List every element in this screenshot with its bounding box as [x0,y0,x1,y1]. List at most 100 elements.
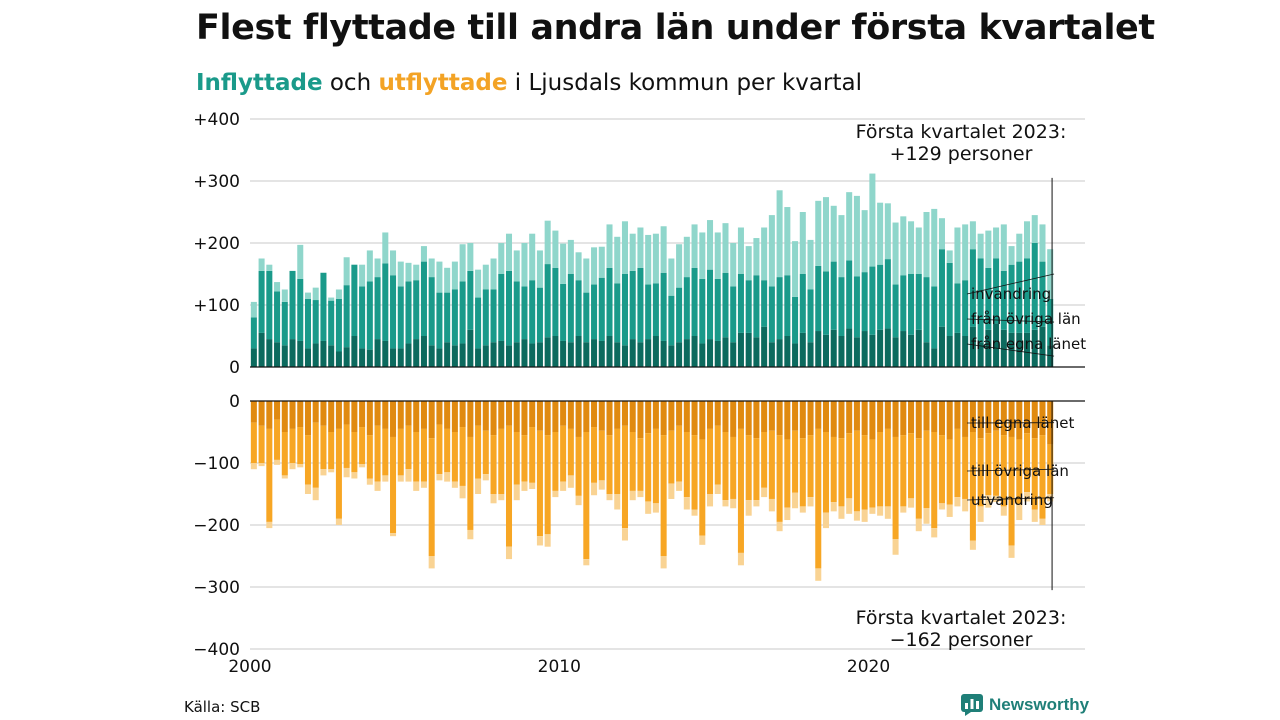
bar-inflow [459,343,466,367]
label-leader [966,343,1055,357]
bar-outflow [459,485,466,499]
bar-outflow [405,469,412,482]
bar-outflow [946,504,953,517]
bar-inflow [946,262,953,336]
bar-outflow [892,436,899,540]
bar-inflow [436,292,443,349]
bar-outflow [467,401,474,437]
bar-outflow [938,503,945,510]
bar-outflow [822,512,830,529]
bar-inflow [521,339,528,367]
bar-outflow [250,401,257,423]
bar-inflow [1016,233,1023,262]
bar-inflow [266,264,273,271]
bar-outflow [877,401,884,432]
bar-inflow [792,343,799,367]
bar-inflow [304,298,311,349]
bar-inflow [513,342,520,367]
bar-inflow [985,329,992,367]
bar-outflow [753,401,760,439]
bar-inflow [815,331,822,367]
bar-outflow [289,428,296,463]
bar-inflow [1016,261,1023,333]
bar-inflow [490,342,497,367]
bar-outflow [281,432,288,476]
bar-outflow [297,401,304,428]
bar-inflow [359,348,366,367]
bar-outflow [807,401,814,436]
bar-outflow [784,439,791,508]
bar-outflow [390,401,397,437]
bar-inflow [482,345,489,367]
bar-outflow [444,428,451,473]
bar-outflow [583,401,590,432]
bar-inflow [954,332,961,367]
bar-inflow [807,342,814,367]
bar-inflow [451,289,458,346]
bar-outflow [799,438,806,507]
bar-outflow [374,401,381,426]
bar-inflow [993,323,1000,367]
bar-inflow [1008,246,1015,265]
bar-outflow [707,428,714,494]
bar-outflow [258,425,265,463]
bar-inflow [343,257,350,286]
bar-inflow [745,280,752,333]
bar-outflow [560,425,567,482]
bar-inflow [304,292,311,299]
bar-inflow [382,263,389,341]
bar-inflow [923,212,930,278]
bar-outflow [629,401,636,432]
bar-outflow [815,401,822,429]
bar-outflow [792,492,799,509]
bar-outflow [722,432,729,501]
bar-inflow [1000,270,1007,330]
bar-outflow [815,568,822,581]
bar-inflow [428,277,435,346]
bar-outflow [629,490,636,501]
bar-outflow [490,401,497,436]
series-label-outflow: till egna länet [971,414,1074,432]
bar-outflow [977,506,984,522]
bar-inflow [567,239,574,274]
bar-inflow [266,270,273,340]
bar-outflow [529,427,536,483]
bar-inflow [536,287,543,343]
bar-inflow [838,336,845,367]
bar-inflow [799,274,806,333]
bar-outflow [475,478,482,494]
bar-inflow [830,261,837,330]
bar-outflow [467,436,474,530]
bar-inflow [274,282,281,292]
bar-outflow [745,435,752,501]
bar-outflow [915,401,922,439]
bar-outflow [877,506,884,516]
bar-outflow [274,401,281,420]
bar-inflow [351,264,358,336]
bar-inflow [397,261,404,287]
bar-inflow [884,203,891,260]
bar-outflow [289,401,296,429]
bar-outflow [1008,401,1015,437]
bar-inflow [761,280,768,327]
bar-outflow [652,428,659,504]
bar-outflow [444,401,451,429]
bar-outflow [1000,435,1007,507]
bar-inflow [807,239,814,290]
bar-inflow [320,340,327,367]
bar-inflow [908,221,915,274]
bar-outflow [258,401,265,426]
bar-outflow [900,506,907,513]
bar-outflow [931,432,938,529]
y-tick-label: 0 [229,358,240,378]
bar-inflow [761,326,768,367]
bar-outflow [962,498,969,512]
bar-inflow [993,258,1000,324]
y-tick-label: +100 [193,296,240,316]
x-tick-label: 2010 [538,657,581,677]
bar-outflow [869,401,876,440]
bar-inflow [351,336,358,367]
bar-inflow [931,348,938,367]
bar-outflow [900,435,907,507]
bar-outflow [591,401,598,428]
